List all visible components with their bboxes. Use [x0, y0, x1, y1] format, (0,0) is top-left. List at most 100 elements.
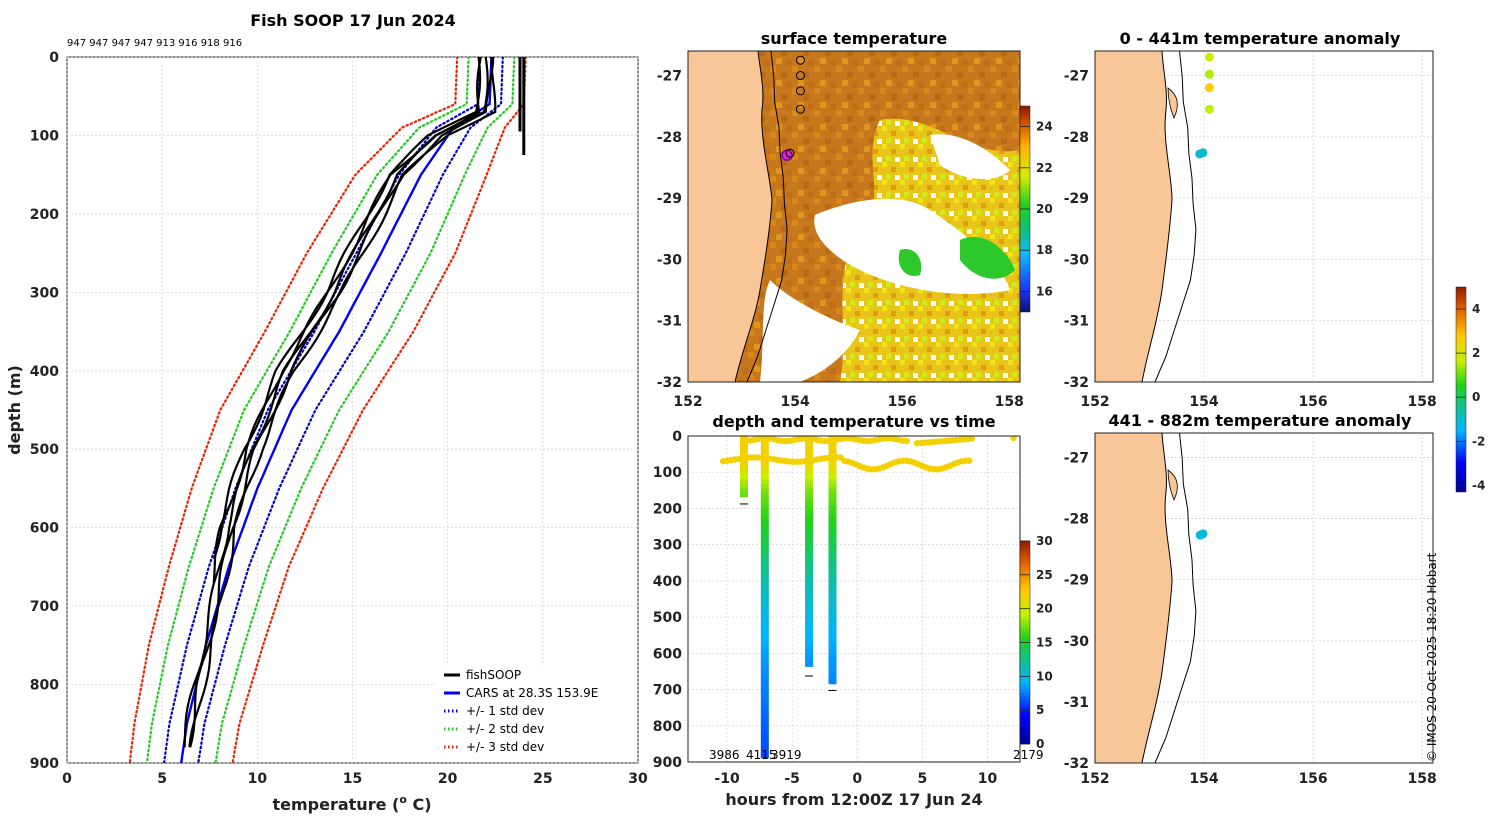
cast-segment: [760, 492, 769, 498]
profile-y-ticks: 0 100 200 300 400 500 600 700 800 900: [30, 50, 59, 772]
surface-temperature-map: surface temperature 152 154 156 158 -27-28-…: [657, 29, 1053, 410]
cast-segment: [760, 483, 769, 489]
sst-map-title: surface temperature: [761, 29, 948, 48]
cast-segment: [828, 635, 837, 641]
cast-segment: [739, 466, 748, 472]
profile-x-tick-label: 0: [62, 771, 72, 787]
cast-segment: [805, 570, 814, 576]
depth-time-y-tick-label: 900: [653, 755, 682, 771]
cast-segment: [760, 705, 769, 711]
cast-segment: [805, 627, 814, 633]
depth-time-x-tick-label: 5: [917, 771, 927, 787]
cast-segment: [828, 575, 837, 580]
depth-time-colorbar-tick-label: 25: [1036, 568, 1053, 582]
cast-segment: [828, 535, 837, 541]
cast-segment: [805, 475, 814, 480]
cast-segment: [760, 735, 769, 741]
cast-segment: [760, 444, 769, 450]
cast-segment: [805, 657, 814, 663]
anomaly-shallow-y-tick-label: -28: [1064, 130, 1089, 146]
cast-segment: [828, 466, 837, 472]
cast-segment: [805, 505, 814, 511]
cast-segment: [805, 535, 814, 541]
cast-segment: [739, 483, 748, 489]
profile-x-tick-label: 15: [343, 771, 362, 787]
cast-segment: [739, 475, 748, 480]
profile-x-axis-label: temperature (o C): [272, 793, 431, 814]
anomaly-deep-points: [1195, 529, 1208, 540]
sst-x-tick-label: 152: [673, 394, 702, 410]
cast-segment: [828, 527, 837, 533]
anomaly-deep-x-tick-label: 152: [1080, 771, 1109, 787]
depth-time-x-ticks: -10 -5 0 5 10: [714, 771, 997, 787]
cast-segment: [760, 648, 769, 654]
cast-segment: [760, 479, 769, 485]
cast-segment: [760, 601, 769, 607]
cast-segment: [828, 640, 837, 646]
cast-segment: [760, 449, 769, 454]
depth-time-colorbar-tick-label: 5: [1036, 703, 1044, 717]
depth-time-y-tick-label: 600: [653, 646, 682, 662]
anomaly-shallow-y-ticks: -27 -28 -29 -30 -31 -32: [1064, 69, 1090, 391]
sst-cloud-mask-2: [760, 280, 860, 382]
anomaly-deep-x-tick-label: 156: [1298, 771, 1327, 787]
depth-time-y-tick-label: 200: [653, 501, 682, 517]
cast-segment: [760, 475, 769, 480]
anomaly-shallow-axes-box: [1094, 50, 1434, 383]
depth-time-colorbar-tick-label: 30: [1036, 534, 1053, 548]
cast-segment: [828, 583, 837, 589]
cast-segment: [805, 605, 814, 611]
legend-label-fishsoop: fishSOOP: [466, 668, 521, 682]
sst-y-ticks: -27 -28 -29 -30 -31 -32: [657, 69, 683, 391]
anomaly-0-441m-map: 0 - 441m temperature anomaly 152 154 156 15…: [1064, 29, 1437, 410]
cast-segment: [805, 592, 814, 598]
sst-y-tick-label: -32: [657, 375, 682, 391]
depth-time-x-tick-label: -10: [714, 771, 740, 787]
cast-segment: [760, 592, 769, 598]
cast-segment: [760, 562, 769, 567]
cast-segment: [760, 670, 769, 676]
cast-segment: [805, 566, 814, 572]
anomaly-deep-y-tick-label: -30: [1064, 634, 1090, 650]
cast-segment: [828, 518, 837, 524]
cast-segment: [805, 618, 814, 624]
cast-segment: [828, 514, 837, 520]
anomaly-deep-anomaly-point: [1198, 529, 1208, 539]
cast-segment: [828, 614, 837, 620]
profile-y-tick-label: 800: [30, 678, 59, 694]
cast-segment: [805, 544, 814, 550]
anomaly-colorbar-ticks: 4 2 0 -2 -4: [1456, 302, 1485, 492]
cast-segment: [805, 614, 814, 620]
cast-segment: [760, 579, 769, 585]
cast-segment: [760, 509, 769, 515]
sst-colorbar-tick-label: 22: [1036, 161, 1053, 175]
cast-segment: [828, 449, 837, 454]
cast-segment: [760, 531, 769, 537]
anomaly-shallow-title: 0 - 441m temperature anomaly: [1120, 29, 1401, 48]
profile-y-tick-label: 300: [30, 285, 59, 301]
cast-segment: [805, 557, 814, 563]
deployment-point-outline: [785, 148, 795, 158]
std-dev-1-line: [163, 57, 482, 763]
profile-title: Fish SOOP 17 Jun 2024: [250, 11, 456, 30]
anomaly-shallow-x-tick-label: 156: [1298, 394, 1327, 410]
cast-segment: [760, 718, 769, 724]
cast-segment: [760, 618, 769, 624]
cast-segment: [760, 488, 769, 494]
cast-segment: [760, 631, 769, 637]
anomaly-deep-x-tick-label: 154: [1189, 771, 1218, 787]
cast-segment: [805, 483, 814, 489]
depth-time-y-tick-label: 700: [653, 683, 682, 699]
count-label-2: 4115: [746, 748, 777, 762]
cast-segment: [760, 644, 769, 650]
anomaly-shallow-y-tick-label: -27: [1064, 69, 1089, 85]
cast-segment: [805, 501, 814, 507]
cast-segment: [760, 549, 769, 554]
cast-segment: [805, 518, 814, 524]
cast-segment: [828, 601, 837, 607]
temperature-depth-profile-chart: Fish SOOP 17 Jun 2024 947 947 947 947 91…: [5, 11, 648, 814]
sst-y-tick-label: -29: [657, 191, 682, 207]
cast-segment: [805, 596, 814, 602]
cast-segment: [760, 727, 769, 733]
cast-segment: [760, 496, 769, 502]
